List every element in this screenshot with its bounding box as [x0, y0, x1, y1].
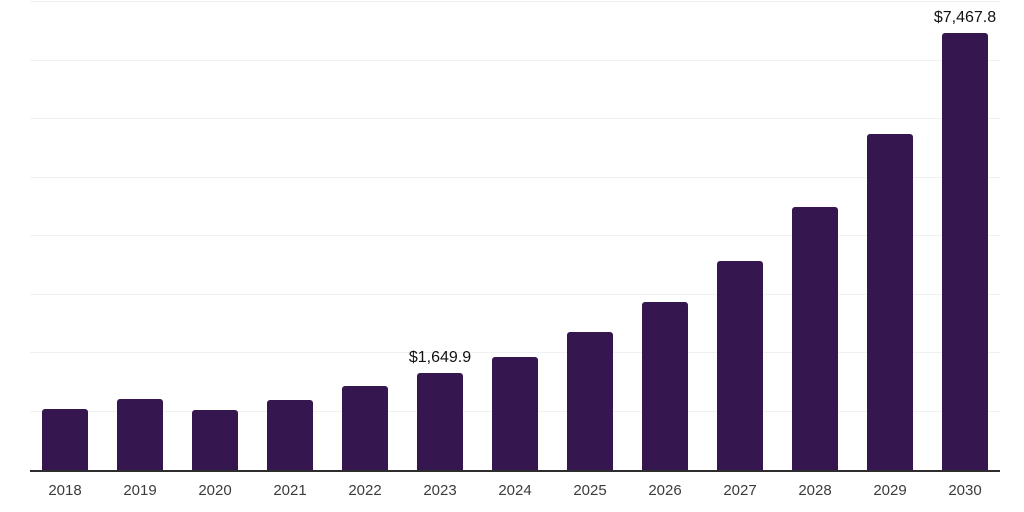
- bar-column: 2020: [192, 2, 238, 499]
- bar-column: 2028: [792, 2, 838, 499]
- bar: $7,467.8: [934, 9, 996, 470]
- bar-column: $7,467.8 2030: [934, 2, 996, 499]
- bar: [867, 133, 913, 470]
- plot-area: 2018 2019 2020 2021 2022 $1,649.9 2023: [30, 1, 1000, 499]
- bars-row: 2018 2019 2020 2021 2022 $1,649.9 2023: [30, 2, 1000, 499]
- bar: [117, 399, 163, 470]
- bar-column: $1,649.9 2023: [409, 2, 471, 499]
- x-axis-label: 2024: [498, 482, 532, 499]
- bar: [267, 400, 313, 470]
- bar: [492, 357, 538, 470]
- bar-value-label: $7,467.8: [933, 9, 997, 27]
- x-axis-label: 2018: [48, 482, 82, 499]
- x-axis-line: [30, 470, 1000, 472]
- bar-column: 2024: [492, 2, 538, 499]
- bar-column: 2026: [642, 2, 688, 499]
- gridline: [30, 1, 1000, 2]
- bar-column: 2018: [42, 2, 88, 499]
- bar-column: 2025: [567, 2, 613, 499]
- gridline: [30, 293, 1000, 295]
- gridline: [30, 352, 1000, 353]
- bar-column: 2019: [117, 2, 163, 499]
- x-axis-label: 2028: [798, 482, 832, 499]
- bar: [42, 409, 88, 470]
- bar: [192, 410, 238, 470]
- bar: [642, 302, 688, 470]
- bar: [567, 332, 613, 470]
- gridline: [30, 118, 1000, 119]
- x-axis-label: 2025: [573, 482, 607, 499]
- bar-column: 2021: [267, 2, 313, 499]
- x-axis-label: 2023: [423, 482, 457, 499]
- x-axis-label: 2026: [648, 482, 682, 499]
- x-axis-label: 2029: [873, 482, 907, 499]
- x-axis-label: 2020: [198, 482, 232, 499]
- x-axis-label: 2030: [948, 482, 982, 499]
- x-axis-label: 2022: [348, 482, 382, 499]
- bar: [792, 206, 838, 470]
- bar-column: 2027: [717, 2, 763, 499]
- gridline: [30, 235, 1000, 236]
- gridline: [30, 59, 1000, 61]
- bar-column: 2029: [867, 2, 913, 499]
- bar: [717, 260, 763, 470]
- bar-column: 2022: [342, 2, 388, 499]
- gridline: [30, 176, 1000, 178]
- x-axis-label: 2019: [123, 482, 157, 499]
- x-axis-label: 2021: [273, 482, 307, 499]
- bar-value-label: $1,649.9: [408, 349, 472, 367]
- bar: $1,649.9: [409, 349, 471, 470]
- bar: [342, 386, 388, 470]
- x-axis-label: 2027: [723, 482, 757, 499]
